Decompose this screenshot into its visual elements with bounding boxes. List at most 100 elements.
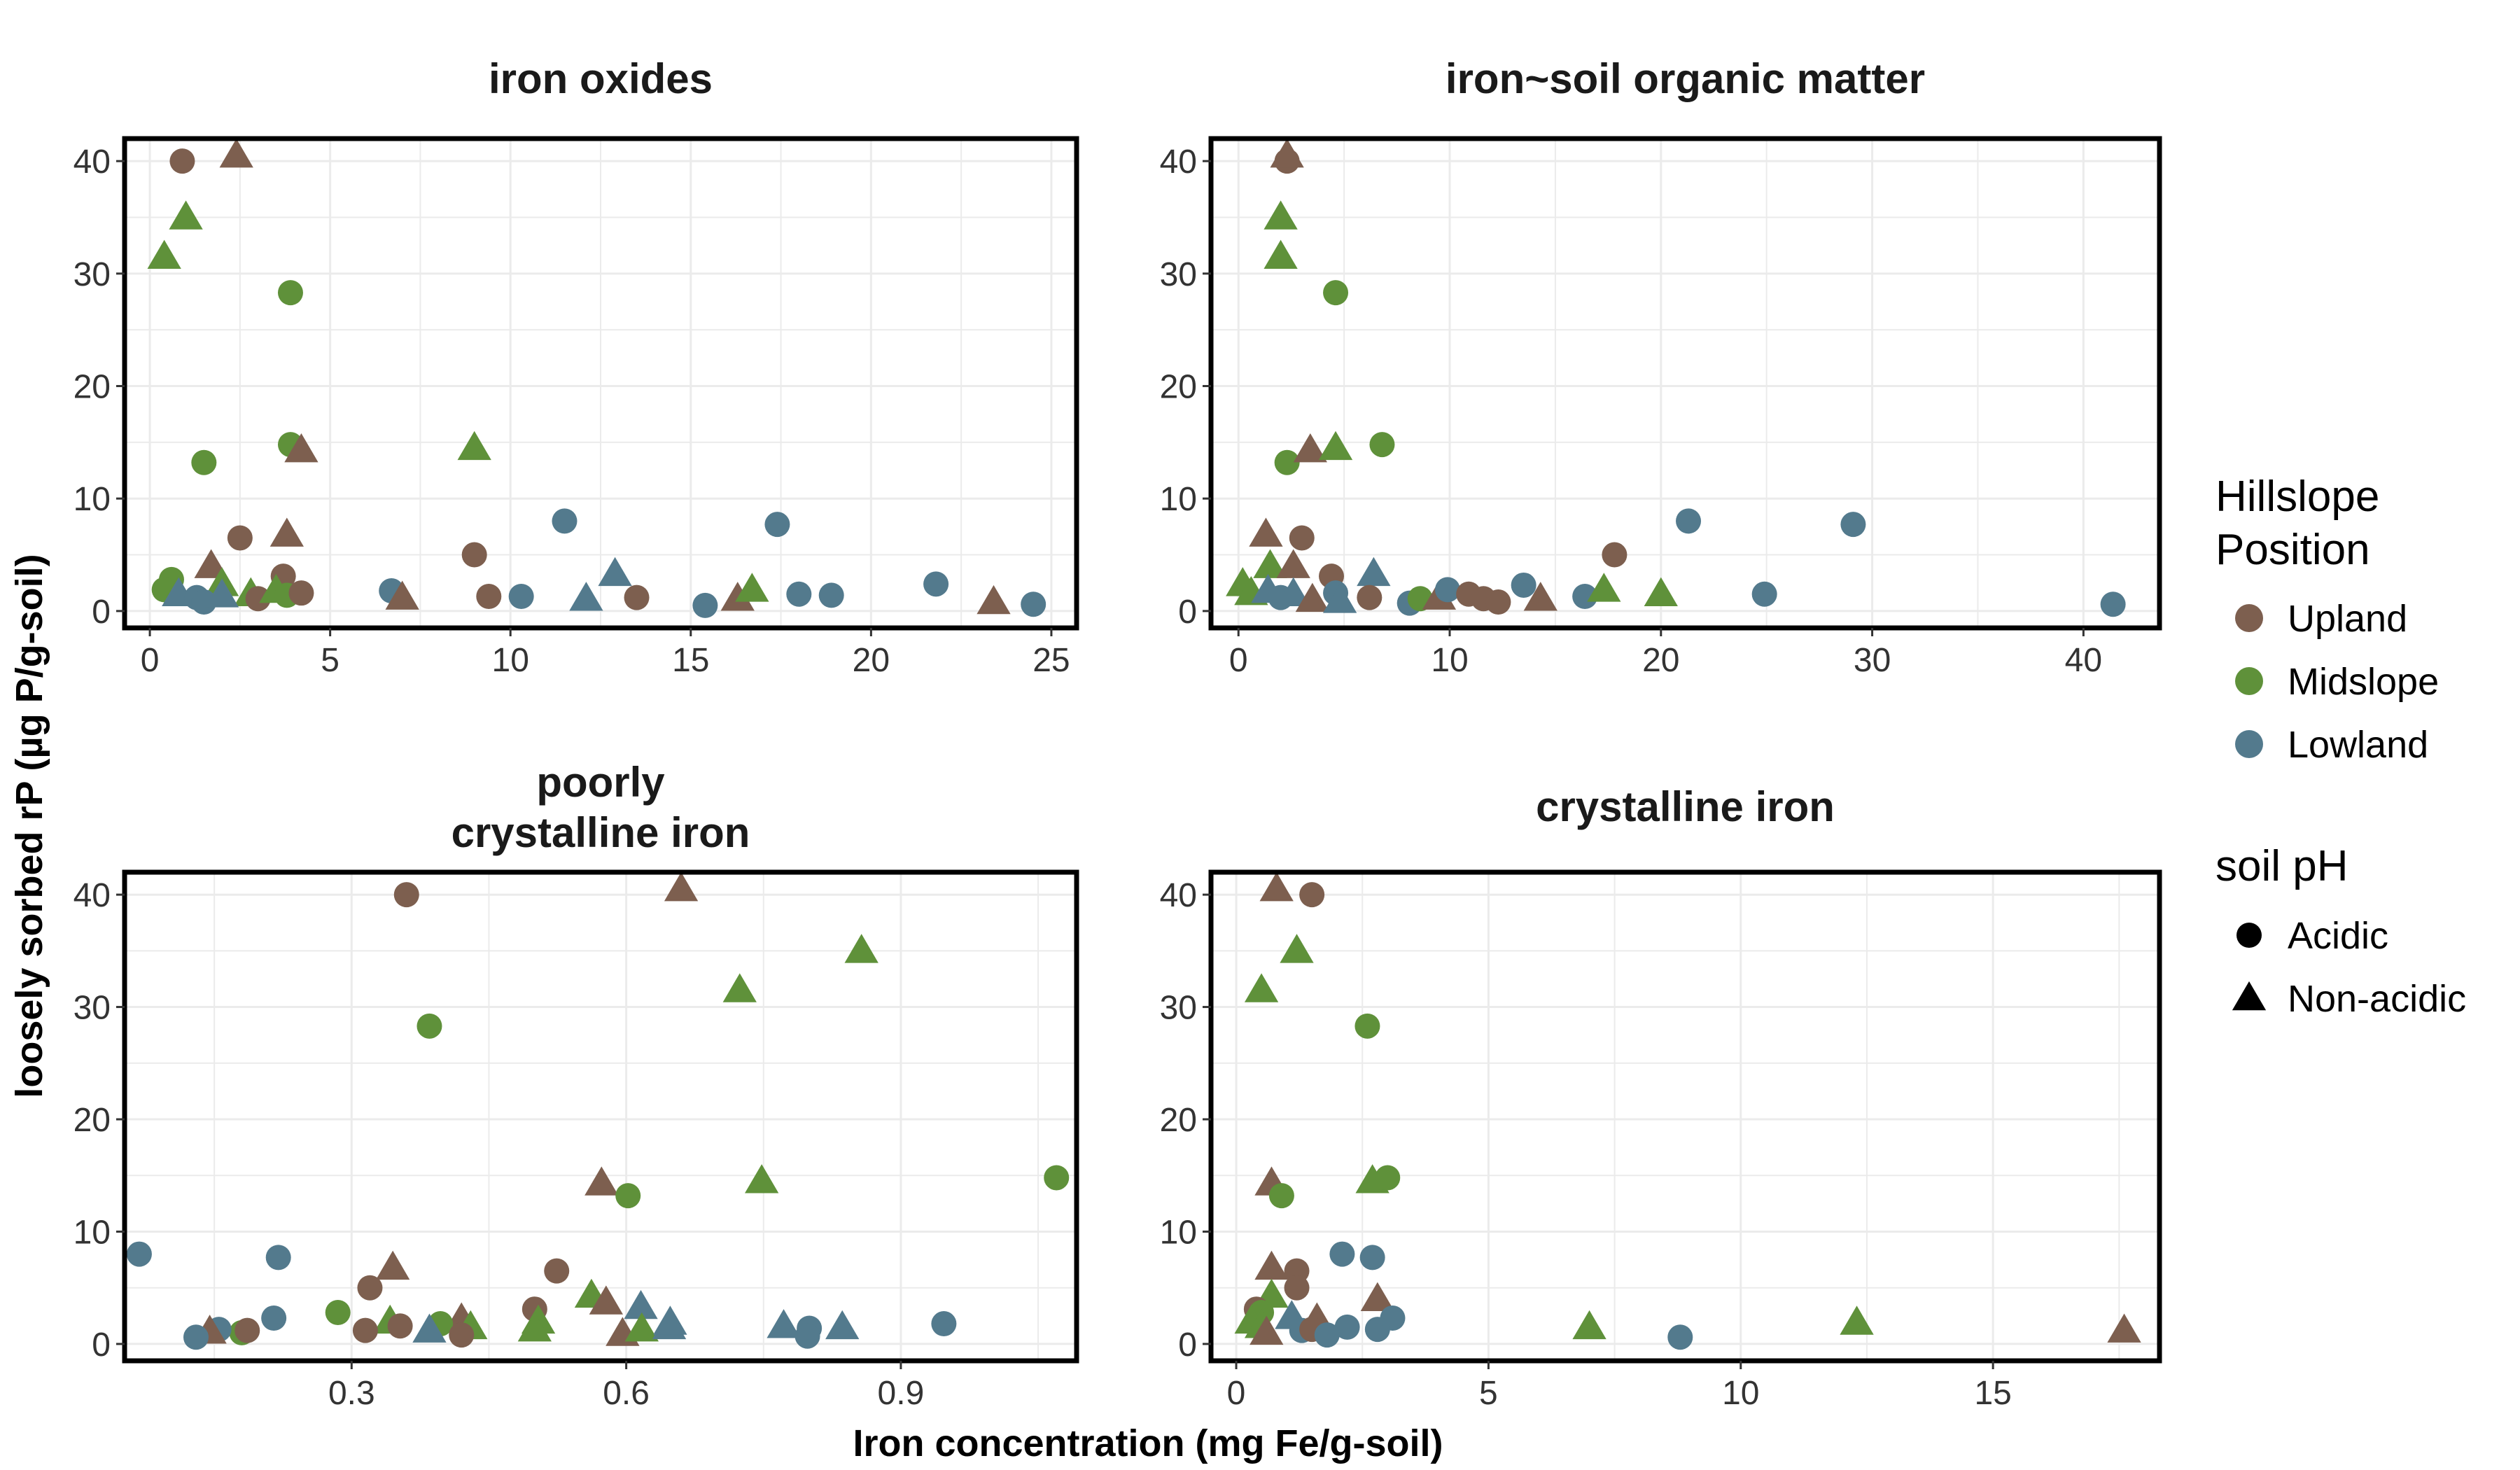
panel-4: crystalline iron 0 10 20 30 40 0 5 10 15 bbox=[1160, 783, 2162, 1412]
data-points bbox=[147, 138, 1046, 618]
data-point bbox=[1254, 1250, 1289, 1280]
data-point bbox=[277, 280, 303, 306]
data-point bbox=[191, 449, 217, 475]
panel-title: iron~soil organic matter bbox=[1446, 55, 1925, 102]
x-tick-label: 10 bbox=[492, 642, 529, 679]
y-tick-label: 10 bbox=[1160, 481, 1197, 518]
data-point bbox=[1751, 581, 1777, 607]
data-point bbox=[393, 882, 419, 908]
legend-label-upland: Upland bbox=[2288, 598, 2407, 640]
gridlines bbox=[1211, 139, 2160, 628]
legend-title-hillslope: Hillslope bbox=[2216, 472, 2379, 521]
data-point bbox=[416, 1013, 442, 1039]
data-point bbox=[284, 433, 318, 463]
y-tick-label: 20 bbox=[74, 1102, 111, 1139]
legend-key-upland bbox=[2235, 604, 2263, 632]
panel-title: crystalline iron bbox=[451, 809, 750, 856]
data-points bbox=[1234, 872, 2141, 1350]
data-point bbox=[357, 1275, 383, 1301]
data-point bbox=[624, 1312, 659, 1342]
data-point bbox=[1289, 525, 1315, 551]
data-point bbox=[624, 1289, 658, 1320]
data-point bbox=[1360, 1282, 1394, 1311]
data-point bbox=[1354, 1013, 1380, 1039]
data-point bbox=[1314, 1322, 1340, 1348]
data-point bbox=[191, 589, 217, 615]
data-point bbox=[227, 525, 253, 551]
data-point bbox=[1318, 430, 1353, 461]
panels: iron oxides 0 10 20 30 40 0 5 10 15 20 25 iron~soil … bbox=[74, 55, 2162, 1412]
data-point bbox=[1280, 934, 1314, 963]
legend-key-lowland bbox=[2235, 730, 2263, 758]
legend-label-midslope: Midslope bbox=[2288, 661, 2439, 703]
legend-ph-items: Acidic Non-acidic bbox=[2232, 915, 2466, 1020]
data-point bbox=[147, 239, 181, 269]
panel-1: iron oxides 0 10 20 30 40 0 5 10 15 20 25 bbox=[74, 55, 1079, 679]
x-tick-label: 30 bbox=[1854, 642, 1891, 679]
data-point bbox=[1250, 1315, 1284, 1345]
data-point bbox=[764, 512, 790, 538]
data-point bbox=[844, 934, 878, 963]
data-point bbox=[1329, 1241, 1355, 1267]
y-tick-label: 10 bbox=[1160, 1214, 1197, 1251]
data-point bbox=[245, 586, 271, 612]
data-point bbox=[325, 1300, 351, 1326]
data-point bbox=[1021, 592, 1046, 617]
data-point bbox=[1295, 582, 1330, 612]
x-tick-label: 0.6 bbox=[603, 1375, 650, 1412]
data-point bbox=[786, 581, 812, 607]
data-point bbox=[1587, 573, 1621, 602]
x-tick-label: 0 bbox=[141, 642, 160, 679]
x-tick-label: 15 bbox=[1974, 1375, 2011, 1412]
data-point bbox=[1667, 1324, 1693, 1350]
x-tick-label: 5 bbox=[321, 642, 340, 679]
panel-title: crystalline iron bbox=[1536, 783, 1835, 830]
data-point bbox=[544, 1258, 570, 1284]
x-tick-label: 0 bbox=[1227, 1375, 1246, 1412]
data-point bbox=[1249, 517, 1283, 547]
y-tick-label: 30 bbox=[1160, 990, 1197, 1027]
data-point bbox=[720, 582, 755, 611]
data-point bbox=[517, 1312, 552, 1342]
data-point bbox=[261, 1306, 287, 1331]
data-point bbox=[825, 1310, 860, 1340]
data-point bbox=[1359, 1245, 1385, 1270]
y-tick-label: 0 bbox=[92, 594, 111, 631]
data-point bbox=[352, 1317, 378, 1343]
data-point bbox=[692, 592, 718, 618]
data-point bbox=[931, 1311, 957, 1337]
data-point bbox=[818, 582, 844, 608]
y-tick-label: 30 bbox=[1160, 256, 1197, 293]
data-point bbox=[2107, 1313, 2141, 1343]
y-tick-label: 20 bbox=[74, 369, 111, 406]
y-tick-label: 10 bbox=[74, 481, 111, 518]
legend-key-midslope bbox=[2235, 667, 2263, 695]
data-point bbox=[1270, 138, 1304, 168]
gridlines bbox=[1211, 872, 2160, 1361]
data-point bbox=[376, 1250, 410, 1280]
legend-label-acidic: Acidic bbox=[2288, 915, 2388, 957]
data-point bbox=[1364, 1317, 1390, 1343]
data-point bbox=[183, 1324, 209, 1350]
data-point bbox=[265, 1245, 291, 1270]
data-point bbox=[449, 1322, 475, 1348]
data-point bbox=[234, 1317, 260, 1343]
data-point bbox=[1322, 584, 1357, 613]
data-point bbox=[1485, 589, 1511, 615]
data-point bbox=[508, 584, 534, 610]
y-tick-label: 0 bbox=[1178, 1326, 1197, 1364]
data-point bbox=[270, 517, 304, 547]
data-point bbox=[1244, 973, 1279, 1002]
data-point bbox=[1274, 449, 1300, 475]
data-point bbox=[126, 1241, 152, 1267]
y-tick-label: 20 bbox=[1160, 369, 1197, 406]
data-point bbox=[1840, 512, 1866, 538]
panel-frame bbox=[122, 869, 1079, 1364]
legend-key-acidic bbox=[2236, 923, 2262, 948]
data-point bbox=[219, 138, 253, 168]
data-point bbox=[653, 1306, 687, 1335]
panel-frame bbox=[1208, 136, 2162, 631]
y-axis-title: loosely sorbed rP (µg P/g-soil) bbox=[8, 554, 50, 1098]
data-point bbox=[1840, 1306, 1874, 1335]
